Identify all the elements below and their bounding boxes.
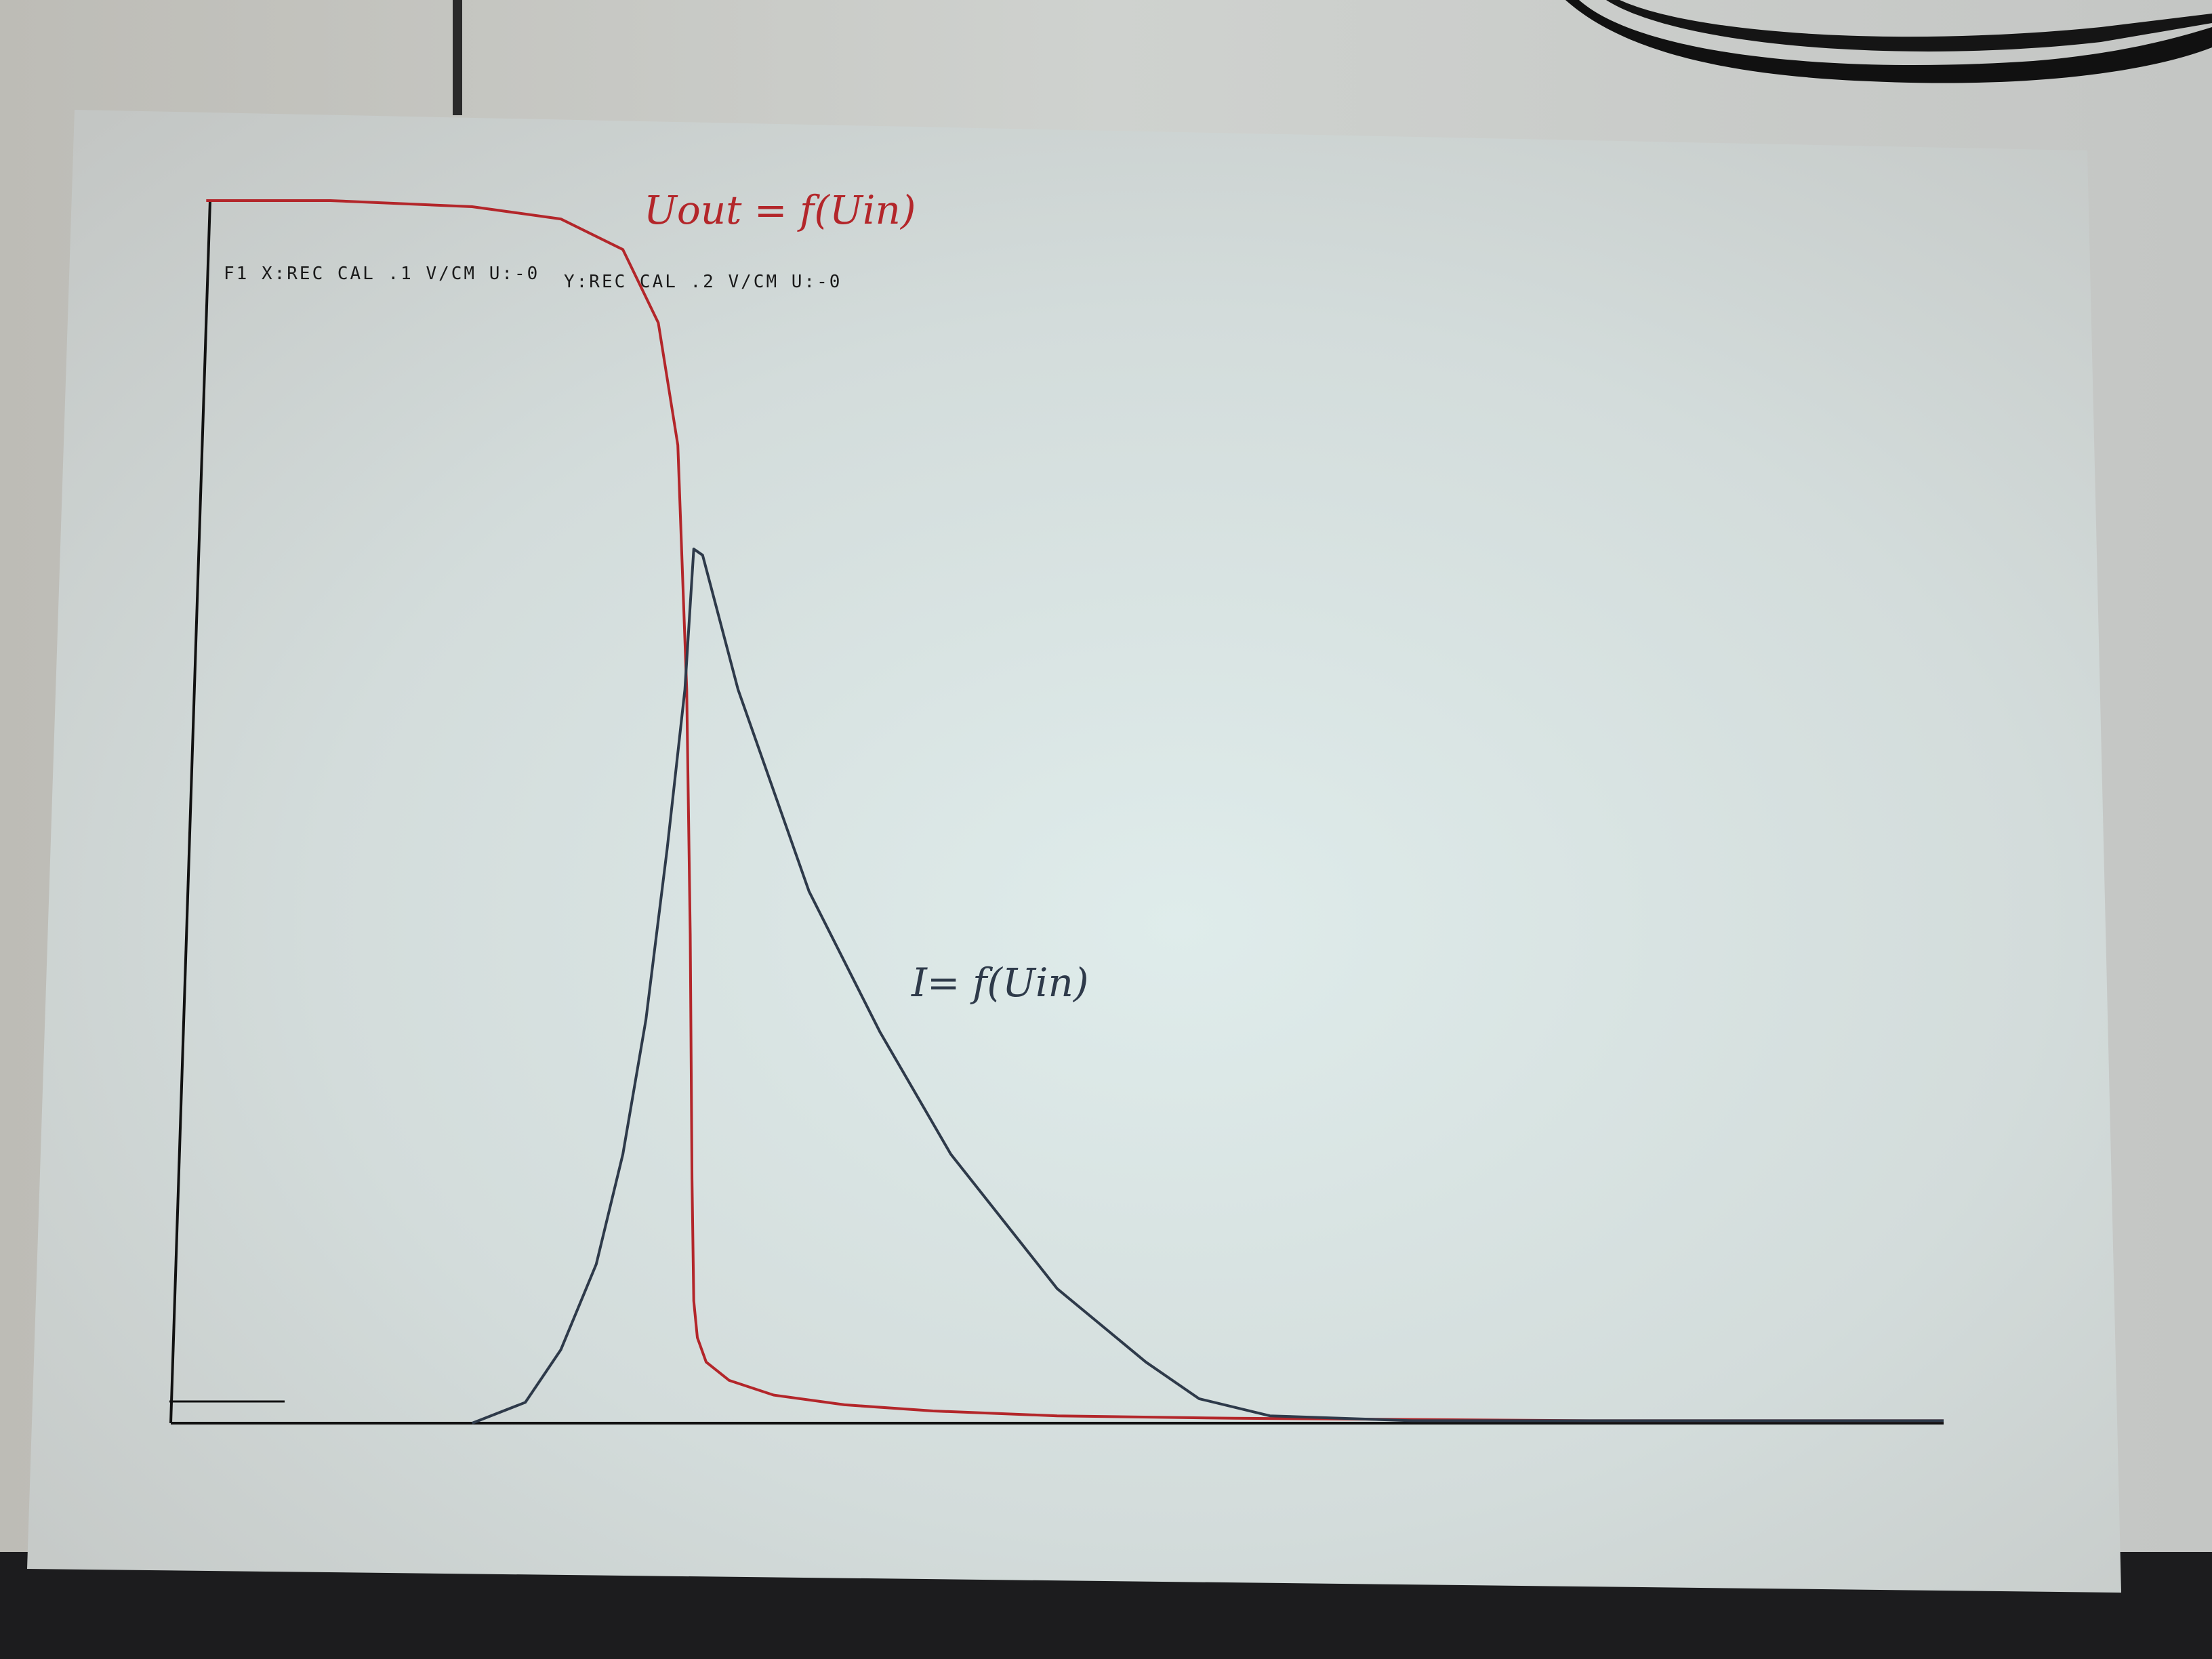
header-x-settings: F1 X:REC CAL .1 V/CM U:-0 [224, 264, 539, 284]
header-y-settings: Y:REC CAL .2 V/CM U:-0 [564, 272, 842, 292]
paper-sheet [27, 110, 2121, 1593]
annotation-vout: Uout = f(Uin) [644, 187, 916, 233]
annotation-current: I= f(Uin) [911, 960, 1088, 1006]
board-edge [453, 0, 462, 115]
